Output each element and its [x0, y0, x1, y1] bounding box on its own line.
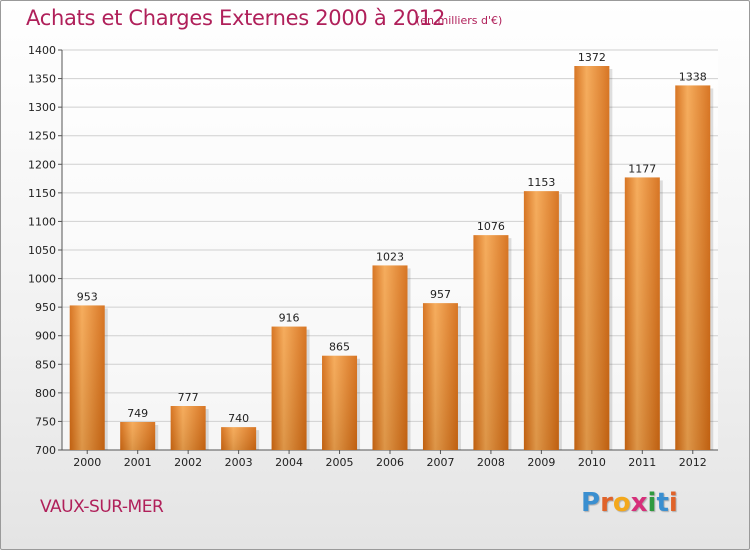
- bar-shade: [372, 265, 408, 450]
- data-label: 953: [77, 290, 98, 303]
- proxiti-logo: Proxiti: [581, 488, 678, 518]
- data-label: 777: [178, 391, 199, 404]
- bar-shade: [675, 85, 711, 450]
- x-tick-label: 2012: [679, 456, 707, 469]
- y-tick-label: 1000: [28, 273, 56, 286]
- x-tick-label: 2004: [275, 456, 303, 469]
- y-tick-label: 700: [35, 444, 56, 457]
- logo-letter: o: [612, 488, 631, 518]
- bar-shade: [322, 355, 358, 450]
- y-tick-label: 1200: [28, 158, 56, 171]
- logo-letter: r: [600, 488, 613, 518]
- data-label: 957: [430, 288, 451, 301]
- x-tick-label: 2008: [477, 456, 505, 469]
- x-tick-label: 2002: [174, 456, 202, 469]
- x-tick-label: 2011: [628, 456, 656, 469]
- location-name: VAUX-SUR-MER: [40, 497, 164, 517]
- data-label: 1177: [628, 162, 656, 175]
- x-tick-label: 2007: [426, 456, 454, 469]
- bar-shade: [221, 427, 257, 450]
- bar-shade: [523, 191, 559, 450]
- y-tick-label: 800: [35, 387, 56, 400]
- logo-letter: P: [581, 488, 601, 518]
- y-tick-label: 1350: [28, 73, 56, 86]
- y-tick-label: 950: [35, 301, 56, 314]
- bar-layer: [69, 66, 714, 450]
- logo-letter: t: [656, 488, 669, 518]
- data-label: 1338: [679, 70, 707, 83]
- y-tick-label: 850: [35, 358, 56, 371]
- bar-shade: [120, 422, 156, 450]
- x-tick-label: 2010: [578, 456, 606, 469]
- y-tick-label: 1050: [28, 244, 56, 257]
- chart-unit: (en milliers d'€): [416, 14, 503, 27]
- data-label: 865: [329, 341, 350, 354]
- data-label: 1076: [477, 220, 505, 233]
- bar-shade: [69, 305, 105, 450]
- data-label: 916: [279, 312, 300, 325]
- logo-letter: x: [630, 488, 648, 518]
- x-tick-label: 2000: [73, 456, 101, 469]
- y-tick-label: 750: [35, 415, 56, 428]
- y-tick-label: 1150: [28, 187, 56, 200]
- x-tick-label: 2001: [124, 456, 152, 469]
- x-tick-label: 2006: [376, 456, 404, 469]
- y-tick-label: 1100: [28, 215, 56, 228]
- label-layer: 953 749 777 740 916 865 1023 957 1076 1153 1372 117…: [77, 51, 707, 425]
- y-tick-label: 1250: [28, 130, 56, 143]
- y-tick-label: 1400: [28, 44, 56, 57]
- data-label: 749: [127, 407, 148, 420]
- y-tick-label: 900: [35, 330, 56, 343]
- chart-title: Achats et Charges Externes 2000 à 2012: [26, 6, 446, 30]
- x-tick-label: 2003: [225, 456, 253, 469]
- bar-shade: [624, 177, 660, 450]
- bar-shade: [574, 66, 610, 450]
- bar-shade: [422, 303, 458, 450]
- logo-letter: i: [647, 488, 657, 518]
- bar-shade: [473, 235, 509, 450]
- bar-shade: [170, 406, 206, 450]
- x-tick-label: 2009: [527, 456, 555, 469]
- data-label: 740: [228, 412, 249, 425]
- data-label: 1372: [578, 51, 606, 64]
- bar-shade: [271, 326, 307, 450]
- logo-letter: i: [668, 488, 678, 518]
- y-tick-label: 1300: [28, 101, 56, 114]
- data-label: 1153: [527, 176, 555, 189]
- data-label: 1023: [376, 250, 404, 263]
- x-tick-label: 2005: [326, 456, 354, 469]
